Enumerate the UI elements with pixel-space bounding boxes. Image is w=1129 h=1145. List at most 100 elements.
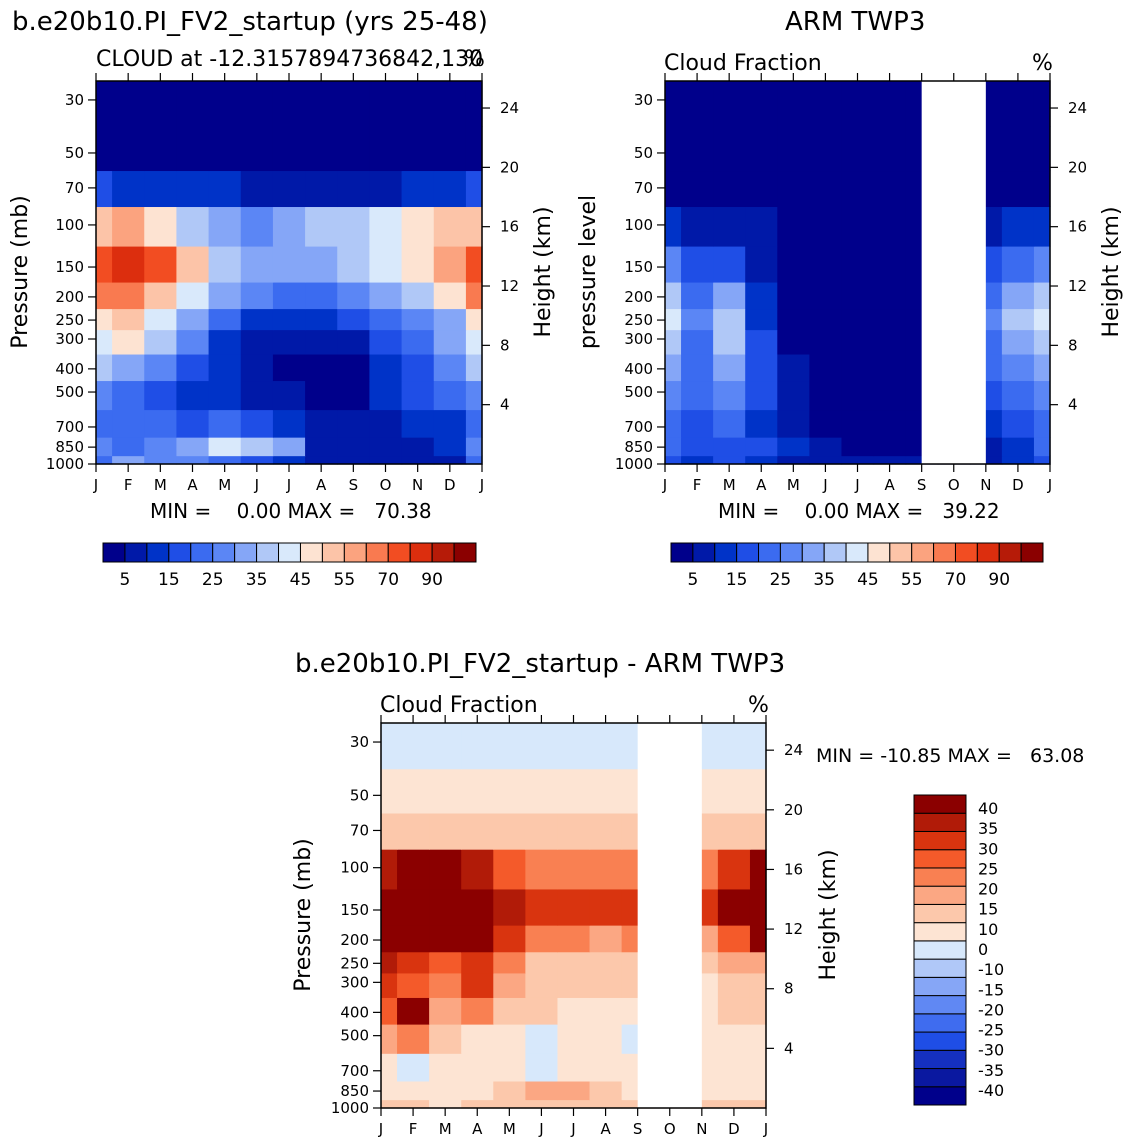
heat-cell [665, 126, 682, 172]
colorbar-label: 10 [978, 920, 998, 939]
heat-cell [337, 455, 371, 465]
heat-cell [713, 126, 746, 172]
heat-cell [713, 329, 746, 355]
heat-cell [381, 1024, 398, 1054]
panel-model-cloud: b.e20b10.PI_FV2_startup (yrs 25-48) CLOU… [8, 7, 556, 590]
heat-cell [208, 206, 242, 247]
heat-cell [557, 812, 591, 850]
heat-cell [713, 353, 746, 382]
heat-cell [401, 81, 435, 128]
heat-cell [112, 329, 145, 355]
heat-cell [717, 723, 751, 770]
heat-cell [433, 380, 467, 411]
heat-cell [1033, 329, 1051, 355]
heat-cell [112, 437, 145, 457]
heat-cell [525, 849, 559, 890]
colorbar-box [913, 849, 967, 869]
colorbar-box [913, 1013, 967, 1033]
heat-cell [717, 997, 751, 1025]
heat-cell [401, 329, 435, 355]
colorbar-box [102, 542, 126, 563]
heat-cell [465, 380, 483, 411]
heat-cell [144, 353, 178, 382]
heat-cell [745, 409, 778, 438]
heat-cell [397, 849, 430, 890]
heat-cell [873, 170, 907, 208]
heat-cell [176, 281, 210, 310]
heat-cell [208, 455, 242, 465]
heat-cell [873, 206, 907, 247]
heat-cell [429, 951, 462, 974]
panel-diff-y2label: Height (km) [816, 849, 841, 980]
heat-cell [305, 206, 338, 247]
colorbar-box [387, 542, 411, 563]
colorbar-box [758, 542, 781, 563]
heat-cell [397, 997, 430, 1025]
heat-cell [176, 409, 210, 438]
heat-cell [337, 380, 371, 411]
x-tick-label: J [822, 476, 827, 494]
y-tick-label: 850 [624, 438, 653, 456]
heat-cell [465, 281, 483, 310]
panel-model-y2label: Height (km) [531, 206, 556, 337]
heat-cell [777, 206, 810, 247]
heat-cell [557, 849, 591, 890]
heat-cell [337, 170, 371, 208]
heat-cell [305, 126, 338, 172]
heat-cell [665, 409, 682, 438]
heat-cell [429, 1053, 462, 1082]
heat-cell [305, 81, 338, 128]
heat-cell [461, 972, 494, 998]
heat-cell [461, 849, 494, 890]
heat-cell [433, 437, 467, 457]
colorbar-box [365, 542, 389, 563]
colorbar-label: -30 [978, 1041, 1004, 1060]
heat-cell [809, 380, 843, 411]
heat-cell [465, 206, 483, 247]
heat-cell [809, 409, 843, 438]
heat-cell [745, 329, 778, 355]
heat-cell [493, 812, 526, 850]
heat-cell [557, 972, 591, 998]
heat-cell [272, 81, 306, 128]
heat-cell [240, 409, 274, 438]
heat-cell [589, 723, 623, 770]
heat-cell [465, 81, 483, 128]
heat-cell [873, 353, 907, 382]
heat-cell [337, 437, 371, 457]
heat-cell [144, 308, 178, 331]
heat-cell [240, 81, 274, 128]
heat-cell [713, 455, 746, 465]
heat-cell [525, 972, 559, 998]
heat-cell [589, 768, 623, 814]
heat-cell [461, 812, 494, 850]
y-tick-label: 200 [340, 931, 369, 949]
colorbar-label: 20 [978, 880, 998, 899]
heat-cell [240, 170, 274, 208]
heat-cell [525, 951, 559, 974]
heat-cell [112, 380, 145, 411]
heat-cell [401, 409, 435, 438]
heat-cell [665, 437, 682, 457]
colorbar-label: 55 [901, 570, 923, 590]
colorbar-label: 90 [421, 570, 443, 590]
heat-cell [713, 409, 746, 438]
heat-cell [401, 380, 435, 411]
colorbar-label: 40 [978, 799, 998, 818]
heat-cell [493, 1024, 526, 1054]
panel-obs-y2label: Height (km) [1099, 206, 1124, 337]
heat-cell [369, 455, 403, 465]
heat-cell [337, 308, 371, 331]
panel-obs-cloud: ARM TWP3 Cloud Fraction % J F M A M J J A S O N D J 3… [576, 7, 1124, 590]
y-tick-label: 100 [55, 216, 84, 234]
heat-cell [401, 308, 435, 331]
heat-cell [369, 81, 403, 128]
heat-cell [745, 126, 778, 172]
y2-tick-label: 24 [500, 99, 519, 117]
heat-cell [240, 126, 274, 172]
x-tick-label: N [412, 476, 423, 494]
colorbar-label: 25 [978, 859, 998, 878]
x-tick-label: M [787, 476, 800, 494]
heat-cell [381, 925, 398, 953]
